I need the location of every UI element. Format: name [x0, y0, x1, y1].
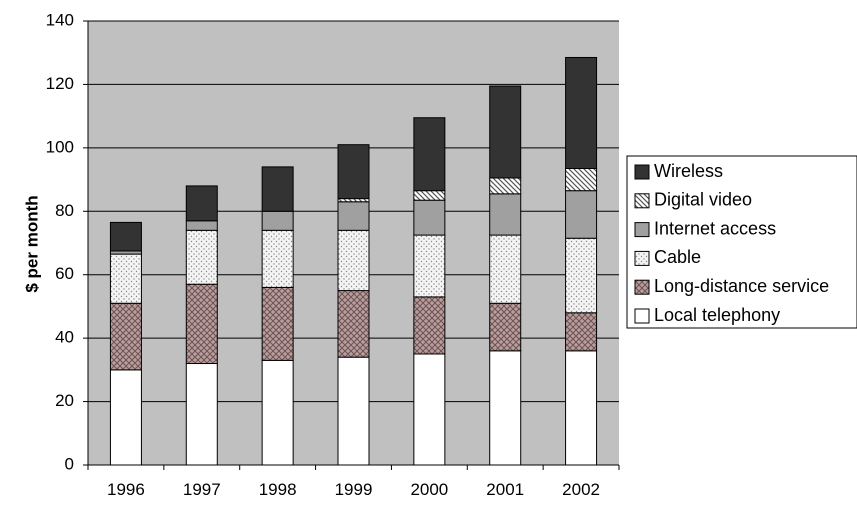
bar-segment	[109, 253, 142, 304]
bar-segment	[413, 353, 446, 466]
legend-label: Cable	[654, 247, 701, 267]
bar-segment	[185, 229, 218, 285]
legend-swatch	[634, 308, 650, 324]
x-tick-label: 2000	[410, 480, 448, 499]
legend-label: Long-distance service	[654, 276, 829, 296]
legend-swatch	[634, 193, 650, 209]
x-tick-label: 2001	[486, 480, 524, 499]
bar-segment	[565, 167, 598, 192]
y-axis-label: $ per month	[22, 195, 41, 292]
bar-segment	[489, 177, 522, 195]
bar-segment	[489, 302, 522, 352]
bar-segment	[565, 350, 598, 466]
bars	[109, 56, 598, 466]
legend-label: Digital video	[654, 190, 752, 210]
y-tick-labels: 0 20 40 60 80 100 120 140	[46, 10, 88, 473]
bar-segment	[489, 350, 522, 466]
bar-segment	[109, 302, 142, 371]
bar-segment	[489, 85, 522, 179]
y-tick-label: 140	[46, 10, 74, 29]
x-tick-labels: 1996 1997 1998 1999 2000 2001 2002	[87, 465, 620, 499]
x-tick-label: 1999	[335, 480, 373, 499]
legend-label: Local telephony	[654, 305, 780, 325]
bar-segment	[489, 193, 522, 236]
y-tick-label: 80	[55, 201, 74, 220]
x-tick-label: 1997	[183, 480, 221, 499]
bar-segment	[413, 117, 446, 192]
bar-segment	[565, 237, 598, 314]
bar-segment	[337, 144, 370, 200]
bar-segment	[337, 229, 370, 292]
x-tick-label: 1996	[107, 480, 145, 499]
bar-segment	[337, 356, 370, 466]
legend: Wireless Digital video Internet access Cabl…	[626, 155, 857, 329]
bar-segment	[261, 286, 294, 361]
bar-segment	[185, 363, 218, 466]
y-tick-label: 120	[46, 74, 74, 93]
bar-segment	[109, 369, 142, 466]
bar-segment	[489, 234, 522, 304]
bar-segment	[413, 190, 446, 201]
bar-segment	[261, 210, 294, 231]
bar-segment	[185, 185, 218, 222]
bar-segment	[185, 220, 218, 231]
bar-segment	[109, 221, 142, 252]
legend-swatch	[634, 279, 650, 295]
axes	[87, 21, 619, 466]
legend-label: Internet access	[654, 218, 776, 238]
x-tick-label: 2002	[562, 480, 600, 499]
x-tick-label: 1998	[259, 480, 297, 499]
bar-segment	[565, 56, 598, 169]
y-tick-label: 100	[46, 137, 74, 156]
bar-segment	[565, 190, 598, 239]
bar-segment	[185, 283, 218, 365]
y-tick-label: 40	[55, 328, 74, 347]
bar-segment	[261, 229, 294, 288]
legend-swatch	[634, 222, 650, 238]
legend-label: Wireless	[654, 161, 723, 181]
y-tick-label: 60	[55, 264, 74, 283]
bar-segment	[413, 234, 446, 298]
bar-segment	[337, 201, 370, 231]
legend-frame	[626, 155, 857, 329]
bar-segment	[413, 199, 446, 236]
legend-swatch	[634, 250, 650, 266]
bar-segment	[337, 290, 370, 358]
y-tick-label: 20	[55, 391, 74, 410]
bar-segment	[261, 166, 294, 212]
bar-segment	[565, 312, 598, 352]
y-tick-label: 0	[65, 454, 74, 473]
bar-segment	[413, 296, 446, 355]
bar-segment	[261, 359, 294, 466]
legend-swatch	[634, 164, 650, 180]
